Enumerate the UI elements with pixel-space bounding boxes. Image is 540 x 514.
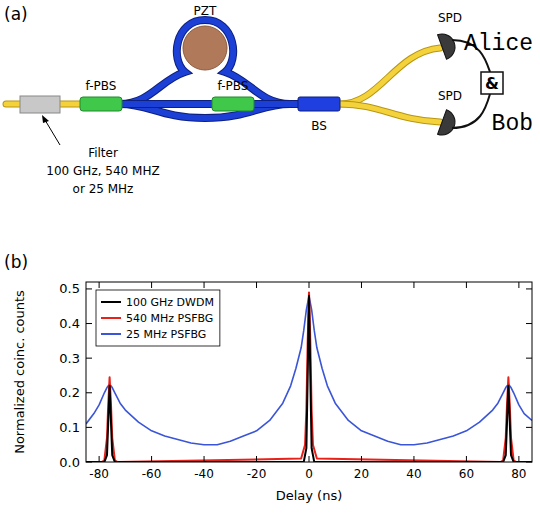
spd <box>438 110 459 139</box>
legend-swatch <box>101 333 121 335</box>
fiber-outline <box>340 48 440 104</box>
label: Filter <box>88 146 118 160</box>
pzt <box>183 26 227 70</box>
figure: (a)&PZTf-PBSf-PBSBSSPDSPDAliceBobFilter1… <box>0 0 540 514</box>
label: Alice <box>464 31 533 57</box>
fiber-outline <box>120 20 290 104</box>
x-tick <box>256 282 257 288</box>
x-tick <box>309 456 310 462</box>
legend: 100 GHz DWDM 540 MHz PSFBG 25 MHz PSFBG <box>96 290 220 346</box>
y-tick <box>526 288 532 289</box>
x-tick <box>204 456 205 462</box>
x-tick <box>466 456 467 462</box>
x-tick <box>466 282 467 288</box>
x-tick <box>518 282 519 288</box>
label: -80 <box>89 467 109 481</box>
fiber <box>120 20 290 104</box>
label: Delay (ns) <box>276 488 343 503</box>
label: Normalized coinc. counts <box>12 290 27 454</box>
legend-box <box>96 290 220 346</box>
y-tick <box>86 427 92 428</box>
legend-swatch <box>101 317 121 319</box>
x-tick <box>151 282 152 288</box>
label: 60 <box>459 467 474 481</box>
label: PZT <box>194 4 217 18</box>
x-tick <box>99 456 100 462</box>
label: (b) <box>4 252 28 272</box>
label: 20 <box>354 467 369 481</box>
x-tick <box>361 282 362 288</box>
label: & <box>485 74 499 93</box>
f-pbs <box>80 97 122 111</box>
chart: (b) -80 -60 -40 -20 0 20 40 60 80 0.0 0.1 0.2 0.3 0.4 0… <box>4 252 532 503</box>
plot-frame <box>86 282 532 462</box>
label: -20 <box>247 467 267 481</box>
x-tick <box>518 456 519 462</box>
y-tick <box>86 288 92 289</box>
label: 40 <box>406 467 421 481</box>
label: 80 <box>511 467 526 481</box>
series-line <box>86 292 532 462</box>
legend-swatch <box>101 301 121 303</box>
label: (a) <box>4 4 28 24</box>
arrow-head <box>42 115 49 123</box>
y-tick <box>86 358 92 359</box>
y-tick <box>526 358 532 359</box>
fiber-outline <box>340 104 440 122</box>
coincidence-box <box>481 72 503 94</box>
fiber <box>120 101 300 107</box>
filter <box>20 96 60 113</box>
label: 0.0 <box>59 455 80 470</box>
label: Bob <box>492 111 533 137</box>
fiber <box>340 104 440 122</box>
label: or 25 MHz <box>73 182 134 196</box>
y-tick <box>526 323 532 324</box>
label: 0.1 <box>59 420 80 435</box>
fiber-outline <box>120 100 300 108</box>
x-tick <box>413 282 414 288</box>
label: 100 GHz, 540 MHZ <box>46 164 159 178</box>
spd <box>438 30 459 59</box>
fiber <box>340 48 440 104</box>
label: 0.4 <box>59 316 80 331</box>
label: BS <box>311 119 327 133</box>
series-group <box>86 292 532 462</box>
label: 540 MHz PSFBG <box>126 312 213 325</box>
diagram: (a)&PZTf-PBSf-PBSBSSPDSPDAliceBobFilter1… <box>4 4 533 196</box>
y-tick <box>526 462 532 463</box>
label: -40 <box>194 467 214 481</box>
x-tick <box>151 456 152 462</box>
y-tick <box>86 323 92 324</box>
arrow <box>45 120 60 145</box>
f-pbs <box>212 97 254 111</box>
label: f-PBS <box>218 79 249 93</box>
label: 0.2 <box>59 385 80 400</box>
label: f-PBS <box>86 79 117 93</box>
x-tick <box>99 282 100 288</box>
y-tick <box>86 462 92 463</box>
label: 0.5 <box>59 281 80 296</box>
y-tick <box>526 427 532 428</box>
x-tick <box>309 282 310 288</box>
x-tick <box>256 456 257 462</box>
label: SPD <box>438 11 462 25</box>
label: -60 <box>142 467 162 481</box>
label: 25 MHz PSFBG <box>126 328 206 341</box>
y-tick <box>526 392 532 393</box>
label: 100 GHz DWDM <box>126 296 214 309</box>
series-line <box>86 296 532 462</box>
bs <box>298 97 340 111</box>
label: 0 <box>305 467 313 481</box>
x-tick <box>361 456 362 462</box>
x-tick <box>204 282 205 288</box>
x-tick <box>413 456 414 462</box>
label: 0.3 <box>59 351 80 366</box>
y-tick <box>86 392 92 393</box>
label: SPD <box>438 89 462 103</box>
